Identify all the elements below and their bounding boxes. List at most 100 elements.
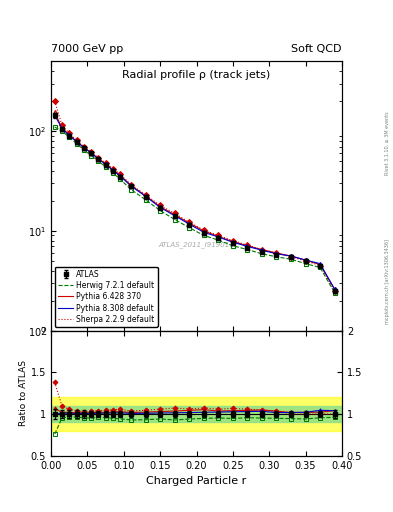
Pythia 6.428 370 bbox=[173, 212, 177, 218]
Sherpa 2.2.9 default bbox=[231, 238, 235, 244]
Pythia 8.308 default bbox=[129, 183, 134, 189]
Herwig 7.2.1 default bbox=[60, 128, 64, 134]
Herwig 7.2.1 default bbox=[81, 147, 86, 153]
Pythia 6.428 370 bbox=[81, 144, 86, 151]
Herwig 7.2.1 default bbox=[245, 246, 250, 252]
Sherpa 2.2.9 default bbox=[96, 155, 101, 161]
Herwig 7.2.1 default bbox=[289, 256, 294, 262]
Pythia 6.428 370 bbox=[89, 150, 94, 156]
Sherpa 2.2.9 default bbox=[202, 227, 206, 233]
X-axis label: Charged Particle r: Charged Particle r bbox=[146, 476, 247, 486]
Pythia 6.428 370 bbox=[245, 243, 250, 249]
Pythia 8.308 default bbox=[318, 261, 323, 267]
Herwig 7.2.1 default bbox=[216, 237, 221, 243]
Pythia 8.308 default bbox=[245, 243, 250, 249]
Pythia 8.308 default bbox=[289, 253, 294, 259]
Legend: ATLAS, Herwig 7.2.1 default, Pythia 6.428 370, Pythia 8.308 default, Sherpa 2.2.: ATLAS, Herwig 7.2.1 default, Pythia 6.42… bbox=[55, 267, 158, 327]
Pythia 8.308 default bbox=[89, 150, 94, 156]
Pythia 8.308 default bbox=[52, 112, 57, 118]
Pythia 8.308 default bbox=[110, 167, 115, 174]
Pythia 8.308 default bbox=[74, 139, 79, 145]
Sherpa 2.2.9 default bbox=[216, 232, 221, 239]
Pythia 8.308 default bbox=[158, 204, 163, 210]
Sherpa 2.2.9 default bbox=[89, 149, 94, 155]
Pythia 6.428 370 bbox=[187, 220, 192, 226]
Sherpa 2.2.9 default bbox=[303, 258, 308, 264]
Text: Rivet 3.1.10, ≥ 3M events: Rivet 3.1.10, ≥ 3M events bbox=[385, 112, 389, 175]
Herwig 7.2.1 default bbox=[318, 264, 323, 270]
Pythia 6.428 370 bbox=[260, 246, 264, 252]
Pythia 6.428 370 bbox=[52, 109, 57, 115]
Y-axis label: Ratio to ATLAS: Ratio to ATLAS bbox=[19, 360, 28, 426]
Herwig 7.2.1 default bbox=[143, 197, 148, 203]
Pythia 6.428 370 bbox=[216, 233, 221, 240]
Pythia 8.308 default bbox=[274, 251, 279, 257]
Herwig 7.2.1 default bbox=[74, 141, 79, 147]
Pythia 8.308 default bbox=[173, 212, 177, 219]
Sherpa 2.2.9 default bbox=[60, 122, 64, 128]
Pythia 6.428 370 bbox=[110, 167, 115, 173]
Sherpa 2.2.9 default bbox=[103, 160, 108, 166]
Sherpa 2.2.9 default bbox=[187, 219, 192, 225]
Pythia 8.308 default bbox=[260, 247, 264, 253]
Pythia 6.428 370 bbox=[143, 193, 148, 199]
Pythia 6.428 370 bbox=[289, 253, 294, 259]
Herwig 7.2.1 default bbox=[158, 207, 163, 214]
Pythia 8.308 default bbox=[303, 257, 308, 263]
Sherpa 2.2.9 default bbox=[245, 242, 250, 248]
Pythia 6.428 370 bbox=[202, 228, 206, 234]
Herwig 7.2.1 default bbox=[52, 124, 57, 130]
Herwig 7.2.1 default bbox=[129, 186, 134, 193]
Herwig 7.2.1 default bbox=[103, 164, 108, 170]
Sherpa 2.2.9 default bbox=[332, 288, 337, 294]
Herwig 7.2.1 default bbox=[110, 170, 115, 176]
Herwig 7.2.1 default bbox=[118, 176, 123, 182]
Sherpa 2.2.9 default bbox=[67, 131, 72, 137]
Pythia 6.428 370 bbox=[303, 257, 308, 263]
Pythia 8.308 default bbox=[143, 194, 148, 200]
Sherpa 2.2.9 default bbox=[110, 166, 115, 172]
Pythia 6.428 370 bbox=[274, 250, 279, 256]
Herwig 7.2.1 default bbox=[260, 251, 264, 257]
Sherpa 2.2.9 default bbox=[81, 143, 86, 150]
Sherpa 2.2.9 default bbox=[143, 192, 148, 198]
Herwig 7.2.1 default bbox=[231, 243, 235, 249]
Sherpa 2.2.9 default bbox=[289, 254, 294, 260]
Line: Herwig 7.2.1 default: Herwig 7.2.1 default bbox=[55, 127, 335, 293]
Pythia 8.308 default bbox=[187, 221, 192, 227]
Pythia 8.308 default bbox=[67, 132, 72, 138]
Line: Pythia 6.428 370: Pythia 6.428 370 bbox=[55, 112, 335, 289]
Pythia 8.308 default bbox=[103, 161, 108, 167]
Herwig 7.2.1 default bbox=[96, 158, 101, 164]
Bar bbox=[51, 397, 342, 431]
Herwig 7.2.1 default bbox=[202, 232, 206, 239]
Sherpa 2.2.9 default bbox=[173, 210, 177, 217]
Pythia 8.308 default bbox=[96, 156, 101, 162]
Text: ATLAS_2011_I919017: ATLAS_2011_I919017 bbox=[159, 241, 234, 248]
Pythia 6.428 370 bbox=[231, 239, 235, 245]
Pythia 6.428 370 bbox=[67, 132, 72, 138]
Pythia 8.308 default bbox=[332, 286, 337, 292]
Sherpa 2.2.9 default bbox=[260, 246, 264, 252]
Sherpa 2.2.9 default bbox=[274, 250, 279, 256]
Pythia 6.428 370 bbox=[158, 204, 163, 210]
Herwig 7.2.1 default bbox=[67, 134, 72, 140]
Text: 7000 GeV pp: 7000 GeV pp bbox=[51, 44, 123, 54]
Sherpa 2.2.9 default bbox=[129, 182, 134, 188]
Pythia 6.428 370 bbox=[103, 161, 108, 167]
Pythia 6.428 370 bbox=[129, 182, 134, 188]
Herwig 7.2.1 default bbox=[89, 153, 94, 159]
Pythia 8.308 default bbox=[202, 229, 206, 236]
Text: mcplots.cern.ch [arXiv:1306.3436]: mcplots.cern.ch [arXiv:1306.3436] bbox=[385, 239, 389, 324]
Pythia 8.308 default bbox=[118, 173, 123, 179]
Sherpa 2.2.9 default bbox=[318, 263, 323, 269]
Pythia 6.428 370 bbox=[118, 173, 123, 179]
Sherpa 2.2.9 default bbox=[52, 98, 57, 104]
Pythia 8.308 default bbox=[231, 239, 235, 245]
Bar bbox=[51, 406, 342, 422]
Herwig 7.2.1 default bbox=[303, 261, 308, 267]
Text: Soft QCD: Soft QCD bbox=[292, 44, 342, 54]
Pythia 8.308 default bbox=[60, 125, 64, 132]
Herwig 7.2.1 default bbox=[332, 290, 337, 296]
Sherpa 2.2.9 default bbox=[118, 171, 123, 177]
